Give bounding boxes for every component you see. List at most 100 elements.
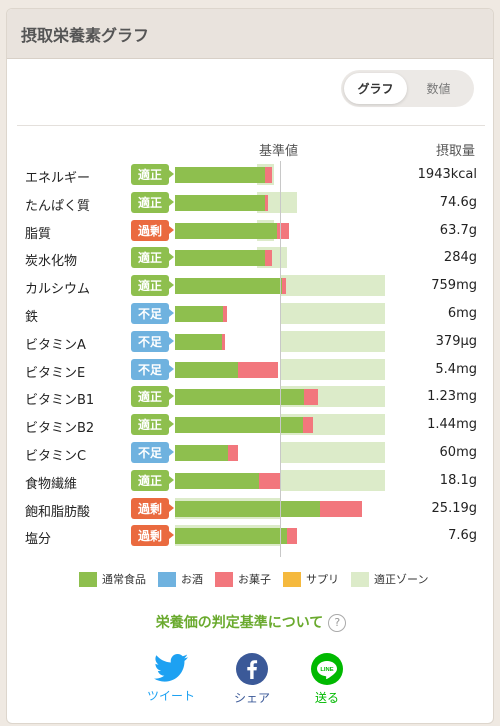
nutrient-row: たんぱく質 適正 74.6g <box>7 189 493 217</box>
nutrient-row: ビタミンA 不足 379µg <box>7 328 493 356</box>
help-icon: ? <box>328 614 347 632</box>
snacks-segment <box>222 333 226 350</box>
snacks-segment <box>319 500 362 517</box>
legend-label: お酒 <box>181 573 203 586</box>
regular-food-segment <box>175 500 320 517</box>
blue-square-icon <box>158 571 176 587</box>
nutrient-row: 食物繊維 適正 18.1g <box>7 467 493 495</box>
intake-bar <box>175 417 313 434</box>
status-badge: 不足 <box>131 302 174 324</box>
nutrient-name: 飽和脂肪酸 <box>25 504 91 520</box>
status-badge: 適正 <box>131 469 174 491</box>
nutrient-list: エネルギー 適正 1943kcal たんぱく質 適正 74.6g 脂質 過剰 63.7g 炭水化物… <box>7 161 493 550</box>
criteria-link-label: 栄養価の判定基準について <box>155 615 324 631</box>
snacks-segment <box>227 444 238 461</box>
line-share-button[interactable]: LINE 送る <box>311 653 343 706</box>
status-badge: 適正 <box>131 386 174 408</box>
base-value-header: 基準値 <box>259 144 299 159</box>
legend-label: サプリ <box>306 573 339 586</box>
nutrient-name: ビタミンE <box>25 365 86 381</box>
regular-food-segment <box>175 333 223 350</box>
status-badge: 適正 <box>131 247 174 269</box>
snacks-segment <box>303 417 313 434</box>
intake-value: 74.6g <box>439 194 477 210</box>
intake-bar <box>175 389 318 406</box>
intake-value: 60mg <box>439 444 477 460</box>
baseline-marker <box>280 161 281 557</box>
regular-food-segment <box>175 417 304 434</box>
snacks-segment <box>259 472 280 489</box>
intake-bar <box>175 472 280 489</box>
proper-zone <box>280 469 385 491</box>
snacks-segment <box>282 278 287 295</box>
regular-food-segment <box>175 528 288 545</box>
nutrient-name: 脂質 <box>25 226 52 242</box>
facebook-share-button[interactable]: シェア <box>234 653 270 706</box>
pink-square-icon <box>215 571 233 587</box>
nutrient-row: 塩分 過剰 7.6g <box>7 522 493 550</box>
status-badge: 過剰 <box>131 525 174 547</box>
intake-bar <box>175 500 362 517</box>
intake-bar <box>175 361 278 378</box>
nutrient-name: ビタミンB1 <box>25 393 95 409</box>
proper-zone <box>280 358 385 380</box>
proper-zone <box>280 275 385 297</box>
view-toggle: グラフ 数値 <box>341 70 474 107</box>
intake-value: 284g <box>443 250 477 266</box>
nutrient-row: ビタミンC 不足 60mg <box>7 439 493 467</box>
nutrient-name: 塩分 <box>25 532 52 548</box>
facebook-share-label: シェア <box>234 691 271 705</box>
legend-item: お酒 <box>158 571 203 587</box>
criteria-link[interactable]: 栄養価の判定基準について? <box>7 612 493 632</box>
nutrient-row: ビタミンB2 適正 1.44mg <box>7 411 493 439</box>
facebook-icon <box>236 653 268 685</box>
page-title: 摂取栄養素グラフ <box>21 25 150 45</box>
regular-food-segment <box>175 250 266 267</box>
intake-bar <box>175 333 226 350</box>
regular-food-segment <box>175 472 259 489</box>
status-badge: 過剰 <box>131 497 174 519</box>
intake-value: 1.23mg <box>427 389 477 405</box>
legend-item: 適正ゾーン <box>351 571 428 587</box>
toggle-number-button[interactable]: 数値 <box>426 82 451 96</box>
intake-bar <box>175 444 238 461</box>
nutrient-name: ビタミンC <box>25 448 87 464</box>
legend-label: お菓子 <box>238 573 271 586</box>
nutrient-row: エネルギー 適正 1943kcal <box>7 161 493 189</box>
snacks-segment <box>276 222 290 239</box>
line-icon: LINE <box>311 653 343 685</box>
intake-value: 1.44mg <box>427 417 477 433</box>
status-badge: 適正 <box>131 275 174 297</box>
intake-bar <box>175 222 290 239</box>
legend: 通常食品 お酒 お菓子 サプリ 適正ゾーン <box>79 571 440 587</box>
status-badge: 不足 <box>131 358 174 380</box>
intake-value: 6mg <box>447 305 477 321</box>
twitter-share-button[interactable]: ツイート <box>147 653 195 704</box>
nutrient-graph-card: 摂取栄養素グラフ グラフ 数値 基準値 摂取量 エネルギー 適正 1943kcal た… <box>6 8 494 724</box>
snacks-segment <box>265 250 272 267</box>
snacks-segment <box>265 167 272 183</box>
proper-zone <box>280 302 385 324</box>
intake-value: 5.4mg <box>435 361 477 377</box>
intake-bar <box>175 528 297 545</box>
nutrient-name: たんぱく質 <box>25 198 91 214</box>
intake-bar <box>175 278 287 295</box>
proper-zone <box>280 330 385 352</box>
intake-value: 25.19g <box>431 500 477 516</box>
nutrient-row: 飽和脂肪酸 過剰 25.19g <box>7 495 493 523</box>
nutrient-row: ビタミンB1 適正 1.23mg <box>7 383 493 411</box>
nutrient-name: ビタミンB2 <box>25 421 95 437</box>
legend-label: 通常食品 <box>102 573 146 586</box>
toggle-graph-button[interactable]: グラフ <box>344 73 407 104</box>
nutrient-row: カルシウム 適正 759mg <box>7 272 493 300</box>
nutrient-name: ビタミンA <box>25 337 86 353</box>
nutrient-row: ビタミンE 不足 5.4mg <box>7 356 493 384</box>
nutrient-name: エネルギー <box>25 171 91 186</box>
snacks-segment <box>287 528 297 545</box>
snacks-segment <box>238 361 278 378</box>
intake-header: 摂取量 <box>435 144 475 159</box>
intake-bar <box>175 250 272 267</box>
green-square-icon <box>79 571 97 587</box>
status-badge: 適正 <box>131 191 174 213</box>
regular-food-segment <box>175 278 283 295</box>
